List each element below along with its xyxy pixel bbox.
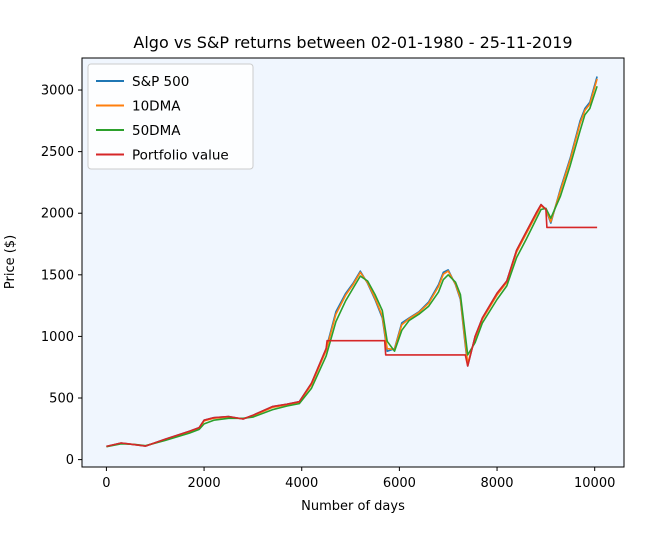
y-tick-label: 0	[66, 453, 74, 468]
series-line-portfolio-value	[106, 203, 598, 448]
y-tick-label: 1500	[41, 268, 74, 283]
y-tick-label: 3000	[41, 84, 74, 99]
legend-label: 50DMA	[132, 123, 181, 139]
series-line-50dma	[106, 86, 598, 448]
x-axis: 0 2000 4000 6000 8000 10000	[102, 467, 615, 491]
x-axis-label: Number of days	[301, 499, 405, 514]
legend-label: Portfolio value	[132, 148, 229, 164]
legend-label: S&P 500	[132, 74, 189, 90]
y-tick-label: 500	[49, 392, 74, 407]
chart-title: Algo vs S&P returns between 02-01-1980 -…	[133, 33, 572, 52]
x-tick-label: 2000	[188, 476, 221, 491]
y-tick-label: 1000	[41, 330, 74, 345]
y-axis-label: Price ($)	[3, 235, 18, 289]
legend-box	[87, 63, 254, 170]
series-layer	[106, 76, 598, 448]
x-tick-label: 0	[102, 476, 110, 491]
y-axis: 0 500 1000 1500 2000 2500 3000	[41, 84, 82, 468]
y-tick-label: 2500	[41, 145, 74, 160]
x-tick-label: 4000	[285, 476, 318, 491]
x-tick-label: 8000	[480, 476, 513, 491]
plot-frame	[81, 57, 625, 468]
x-tick-label: 10000	[574, 476, 615, 491]
y-tick-label: 2000	[41, 207, 74, 222]
x-tick-label: 6000	[383, 476, 416, 491]
legend-label: 10DMA	[132, 99, 181, 115]
legend: S&P 500 10DMA 50DMA Portfolio value	[87, 63, 254, 170]
